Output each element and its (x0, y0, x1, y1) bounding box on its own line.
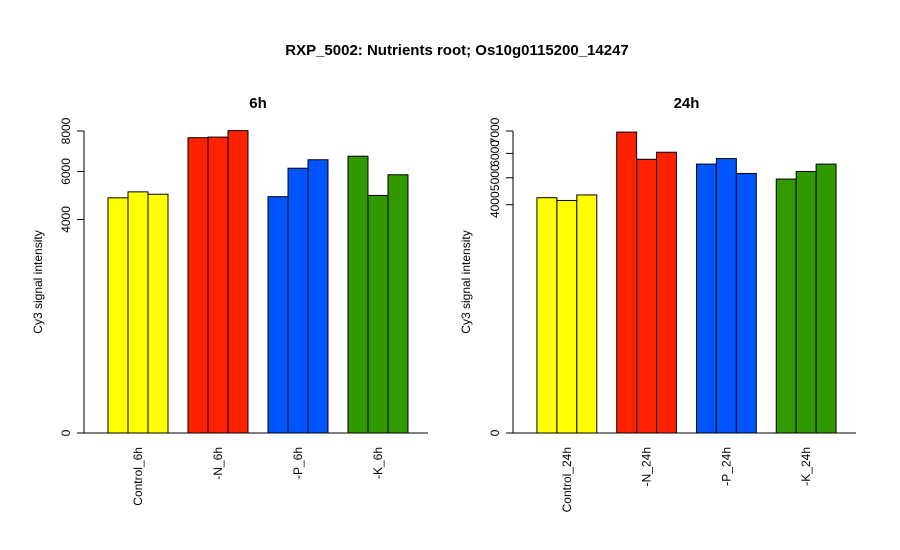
bar (815, 163, 837, 434)
bar (616, 131, 638, 434)
chart-panel-1: 24h Cy3 signal intensity 0 4000500060007000… (459, 95, 856, 512)
x-tick-label: -N_24h (640, 447, 654, 486)
bar (656, 151, 678, 434)
bar (636, 158, 658, 434)
y-tick-label: 0 (59, 429, 73, 436)
bar (387, 174, 409, 434)
x-tick-label: Control_6h (131, 447, 145, 506)
y-axis-label: Cy3 signal intensity (31, 230, 45, 333)
y-tick-label: 0 (488, 429, 502, 436)
bar (307, 159, 329, 434)
chart-panel-0: 6h Cy3 signal intensity 0 4000 6000 8000 Contr… (31, 95, 428, 506)
y-tick-label: 7000 (488, 117, 502, 144)
y-tick-label: 6000 (488, 140, 502, 167)
bar (267, 196, 289, 434)
y-tick-label: 4000 (59, 206, 73, 233)
bar (107, 197, 129, 434)
bar (347, 155, 369, 434)
main-title: RXP_5002: Nutrients root; Os10g0115200_1… (285, 42, 629, 59)
x-tick-label: -P_6h (291, 447, 305, 479)
bar (715, 158, 737, 434)
bar (127, 191, 149, 434)
y-tick-label: 8000 (59, 117, 73, 144)
bar (147, 193, 169, 434)
chart-panels: 6h Cy3 signal intensity 0 4000 6000 8000 Contr… (31, 95, 856, 512)
bar (795, 170, 817, 434)
bar (207, 136, 229, 434)
bar (536, 197, 558, 434)
bar (576, 194, 598, 434)
bar (227, 130, 249, 434)
bar (775, 178, 797, 434)
bar (367, 194, 389, 434)
bar (735, 172, 757, 434)
bar (695, 163, 717, 434)
panel-title: 6h (249, 95, 267, 112)
x-tick-label: -K_24h (799, 447, 813, 486)
x-tick-label: -P_24h (719, 447, 733, 486)
bar (556, 199, 578, 434)
y-tick-label: 5000 (488, 164, 502, 191)
x-tick-label: -K_6h (371, 447, 385, 479)
y-tick-label: 6000 (59, 158, 73, 185)
x-tick-label: Control_24h (560, 447, 574, 512)
y-axis-label: Cy3 signal intensity (459, 230, 473, 333)
bar (287, 167, 309, 434)
x-tick-label: -N_6h (211, 447, 225, 480)
bar (187, 137, 209, 434)
panel-title: 24h (674, 95, 700, 112)
y-tick-label: 4000 (488, 191, 502, 218)
